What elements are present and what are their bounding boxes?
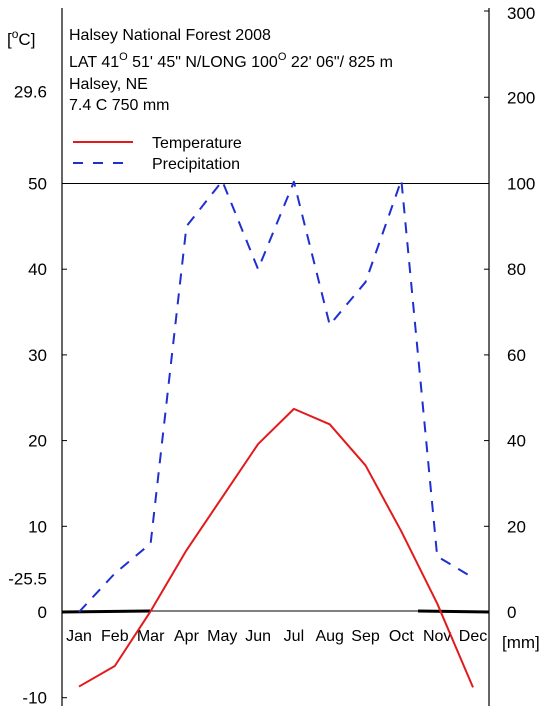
left-unit-label: [oC] bbox=[7, 27, 35, 49]
right-tick-label: 100 bbox=[507, 175, 535, 194]
left-tick-label: 20 bbox=[28, 432, 47, 451]
precipitation-point-mar bbox=[150, 542, 152, 544]
x-axis-baseline-right bbox=[417, 609, 490, 614]
x-tick-label-feb: Feb bbox=[101, 628, 129, 645]
temperature-point-nov bbox=[436, 602, 438, 604]
precipitation-point-jun bbox=[257, 268, 259, 270]
temperature-point-may bbox=[221, 496, 223, 498]
left-tick-label: 40 bbox=[28, 260, 47, 279]
left-tick-label: 10 bbox=[28, 517, 47, 536]
right-tick-label: 200 bbox=[507, 88, 535, 107]
x-tick-label-dec: Dec bbox=[459, 628, 487, 645]
precipitation-point-dec bbox=[472, 577, 474, 579]
precipitation-point-jul bbox=[293, 181, 295, 183]
x-tick-label-aug: Aug bbox=[315, 628, 343, 645]
left-tick-label: 30 bbox=[28, 346, 47, 365]
legend-label-temperature: Temperature bbox=[152, 135, 242, 152]
precipitation-point-jan bbox=[78, 611, 80, 613]
chart-subtitle-location: Halsey, NE bbox=[69, 76, 148, 93]
precipitation-point-oct bbox=[400, 179, 402, 181]
temperature-point-jan bbox=[78, 686, 80, 688]
left-tick-label: 50 bbox=[28, 175, 47, 194]
chart-title: Halsey National Forest 2008 bbox=[69, 27, 271, 44]
x-tick-label-jul: Jul bbox=[284, 628, 304, 645]
left-extra-label-top: 29.6 bbox=[14, 83, 47, 102]
right-tick-label: 40 bbox=[507, 432, 526, 451]
precipitation-point-feb bbox=[114, 572, 116, 574]
left-tick-label: 0 bbox=[38, 603, 47, 622]
precipitation-point-apr bbox=[185, 225, 187, 227]
x-tick-label-oct: Oct bbox=[389, 628, 414, 645]
temperature-point-mar bbox=[150, 610, 152, 612]
x-axis-baseline-left bbox=[61, 609, 151, 614]
right-tick-label: 60 bbox=[507, 346, 526, 365]
right-tick-label: 300 bbox=[507, 4, 535, 23]
right-tick-label: 20 bbox=[507, 517, 526, 536]
legend-label-precipitation: Precipitation bbox=[152, 156, 240, 173]
series-line-precipitation bbox=[78, 179, 474, 613]
x-tick-label-jan: Jan bbox=[66, 628, 92, 645]
temperature-point-apr bbox=[185, 549, 187, 551]
temperature-point-jun bbox=[257, 443, 259, 445]
precipitation-point-aug bbox=[329, 324, 331, 326]
series-line-temperature bbox=[78, 407, 474, 688]
temperature-point-jul bbox=[293, 408, 295, 410]
temperature-point-dec bbox=[472, 686, 474, 688]
right-unit-label: [mm] bbox=[502, 633, 540, 652]
x-tick-label-sep: Sep bbox=[351, 628, 380, 645]
x-tick-label-nov: Nov bbox=[423, 628, 451, 645]
x-tick-label-apr: Apr bbox=[174, 628, 200, 645]
precipitation-point-may bbox=[221, 180, 223, 182]
x-tick-label-jun: Jun bbox=[245, 628, 271, 645]
temperature-point-feb bbox=[114, 665, 116, 667]
right-tick-label: 80 bbox=[507, 260, 526, 279]
left-tick-label: -10 bbox=[22, 689, 47, 708]
right-tick-label: 0 bbox=[507, 603, 516, 622]
x-tick-label-may: May bbox=[207, 628, 237, 645]
chart-subtitle-means: 7.4 C 750 mm bbox=[69, 97, 169, 114]
precipitation-point-sep bbox=[365, 281, 367, 283]
chart-subtitle-coordinates: LAT 41O 51' 45" N/LONG 100O 22' 06"/ 825… bbox=[69, 51, 393, 71]
x-tick-label-mar: Mar bbox=[137, 628, 165, 645]
temperature-point-oct bbox=[400, 530, 402, 532]
temperature-point-sep bbox=[365, 464, 367, 466]
temperature-point-aug bbox=[329, 423, 331, 425]
precipitation-point-nov bbox=[436, 555, 438, 557]
left-extra-label-bottom: -25.5 bbox=[8, 570, 47, 589]
